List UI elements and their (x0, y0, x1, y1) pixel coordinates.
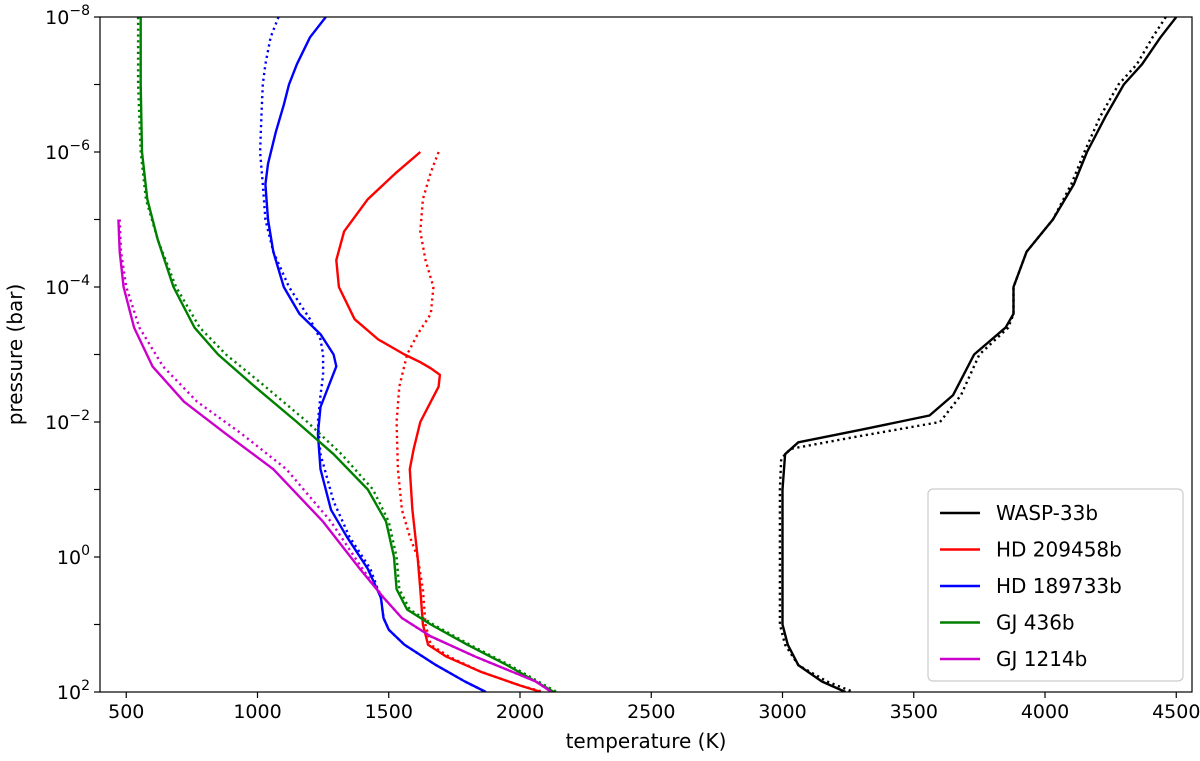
x-axis-label: temperature (K) (566, 729, 727, 753)
x-tick-label: 2000 (496, 701, 544, 723)
y-tick-label: 10−6 (45, 138, 90, 164)
legend-entry-label: WASP-33b (996, 501, 1098, 525)
y-tick-exponent: −8 (69, 3, 90, 19)
y-axis-label: pressure (bar) (3, 284, 27, 426)
x-tick-label: 3000 (758, 701, 806, 723)
y-tick-label: 100 (57, 543, 90, 569)
series-line-dotted-gj-436b (136, 17, 558, 692)
y-tick-base: 10 (57, 547, 81, 569)
series-line-gj-1214b (117, 219, 553, 692)
legend-entry-label: HD 209458b (996, 538, 1122, 562)
x-tick-label: 3500 (890, 701, 938, 723)
y-tick-label: 10−4 (45, 273, 90, 299)
y-tick-base: 10 (57, 682, 81, 704)
x-tick-label: 500 (108, 701, 144, 723)
series-line-dotted-hd-189733b (258, 17, 487, 692)
x-tick-label: 2500 (627, 701, 675, 723)
y-tick-exponent: 0 (81, 543, 90, 559)
y-tick-base: 10 (45, 277, 69, 299)
series-line-hd-189733b (264, 17, 487, 692)
x-tick-label: 4500 (1152, 701, 1200, 723)
x-tick-label: 4000 (1021, 701, 1069, 723)
series-line-hd-209458b (335, 151, 542, 692)
series-line-wasp-33b (781, 17, 1178, 692)
x-tick-label: 1000 (233, 701, 281, 723)
y-tick-exponent: −6 (69, 138, 90, 154)
x-tick-label: 1500 (365, 701, 413, 723)
y-tick-label: 10−2 (45, 408, 90, 434)
series-layer (117, 17, 1178, 692)
y-tick-exponent: −4 (69, 273, 90, 289)
y-tick-exponent: −2 (69, 408, 90, 424)
series-line-gj-436b (139, 17, 555, 692)
y-tick-exponent: 2 (81, 678, 90, 694)
legend-entry-label: GJ 1214b (996, 647, 1087, 671)
y-tick-label: 102 (57, 678, 90, 704)
y-tick-base: 10 (45, 7, 69, 29)
y-tick-base: 10 (45, 412, 69, 434)
legend-box (927, 488, 1184, 682)
series-line-dotted-hd-209458b (395, 151, 544, 692)
legend-entry-label: GJ 436b (996, 611, 1075, 635)
y-tick-label: 10−8 (45, 3, 90, 29)
y-tick-base: 10 (45, 142, 69, 164)
legend-entry-label: HD 189733b (996, 574, 1122, 598)
x-axis: 500 1000 1500 2000 2500 3000 3500 4000 4500 (108, 692, 1200, 723)
legend: WASP-33b HD 209458b HD 189733b GJ 436b GJ 12… (927, 488, 1184, 682)
